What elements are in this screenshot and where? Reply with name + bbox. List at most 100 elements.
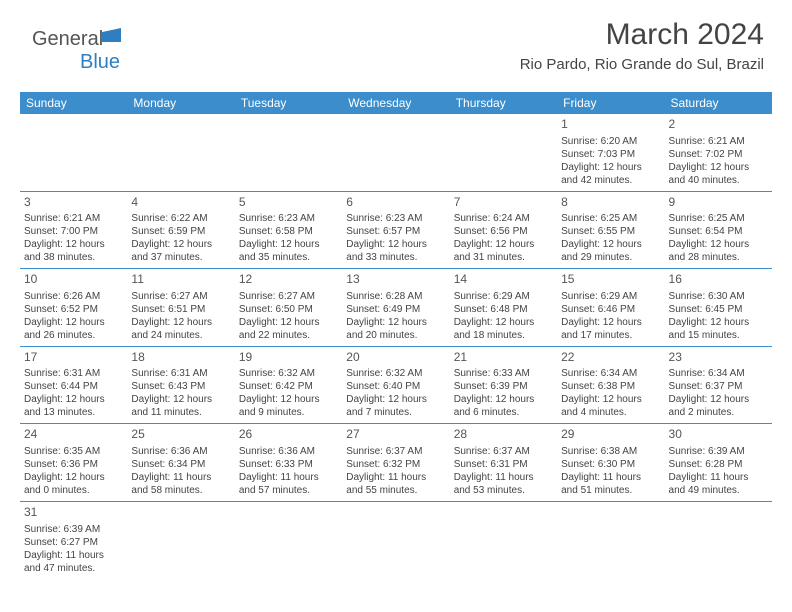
calendar-day: 17Sunrise: 6:31 AMSunset: 6:44 PMDayligh… [20,347,127,424]
daylight-text-2: and 49 minutes. [669,484,768,497]
sunset-text: Sunset: 6:55 PM [561,225,660,238]
sunset-text: Sunset: 6:46 PM [561,303,660,316]
daylight-text-1: Daylight: 12 hours [24,393,123,406]
day-number: 12 [239,272,338,288]
calendar-day: 19Sunrise: 6:32 AMSunset: 6:42 PMDayligh… [235,347,342,424]
daylight-text-1: Daylight: 12 hours [346,238,445,251]
daylight-text-2: and 35 minutes. [239,251,338,264]
daylight-text-2: and 42 minutes. [561,174,660,187]
daylight-text-1: Daylight: 12 hours [24,238,123,251]
day-number: 27 [346,427,445,443]
weekday-header: Monday [127,92,234,114]
calendar-day-empty [342,502,449,579]
daylight-text-1: Daylight: 12 hours [239,316,338,329]
day-number: 3 [24,195,123,211]
weekday-header: Tuesday [235,92,342,114]
day-number: 1 [561,117,660,133]
day-number: 14 [454,272,553,288]
calendar-day: 15Sunrise: 6:29 AMSunset: 6:46 PMDayligh… [557,269,664,346]
day-number: 5 [239,195,338,211]
calendar-day-empty [342,114,449,191]
calendar-day: 16Sunrise: 6:30 AMSunset: 6:45 PMDayligh… [665,269,772,346]
logo-flag-icon [101,28,121,42]
daylight-text-2: and 31 minutes. [454,251,553,264]
calendar-day-empty [665,502,772,579]
sunset-text: Sunset: 6:49 PM [346,303,445,316]
calendar-day: 21Sunrise: 6:33 AMSunset: 6:39 PMDayligh… [450,347,557,424]
daylight-text-1: Daylight: 12 hours [669,161,768,174]
logo-text-1: General [32,28,103,50]
sunset-text: Sunset: 6:27 PM [24,536,123,549]
page-title: March 2024 [520,18,764,52]
day-number: 24 [24,427,123,443]
sunset-text: Sunset: 6:38 PM [561,380,660,393]
sunrise-text: Sunrise: 6:32 AM [346,367,445,380]
daylight-text-1: Daylight: 11 hours [24,549,123,562]
sunrise-text: Sunrise: 6:33 AM [454,367,553,380]
sunset-text: Sunset: 6:32 PM [346,458,445,471]
day-number: 7 [454,195,553,211]
daylight-text-1: Daylight: 12 hours [561,393,660,406]
sunset-text: Sunset: 6:40 PM [346,380,445,393]
calendar-day: 20Sunrise: 6:32 AMSunset: 6:40 PMDayligh… [342,347,449,424]
daylight-text-2: and 47 minutes. [24,562,123,575]
calendar-day: 9Sunrise: 6:25 AMSunset: 6:54 PMDaylight… [665,192,772,269]
sunset-text: Sunset: 6:52 PM [24,303,123,316]
sunset-text: Sunset: 6:39 PM [454,380,553,393]
calendar-week: 1 Sunrise: 6:20 AMSunset: 7:03 PM Daylight… [20,114,772,192]
daylight-text-1: Daylight: 12 hours [561,238,660,251]
daylight-text-1: Daylight: 11 hours [669,471,768,484]
daylight-text-2: and 28 minutes. [669,251,768,264]
sunset-text: Sunset: 6:36 PM [24,458,123,471]
calendar-week: 24Sunrise: 6:35 AMSunset: 6:36 PMDayligh… [20,424,772,502]
daylight-text-1: Daylight: 12 hours [454,316,553,329]
calendar-day: 27Sunrise: 6:37 AMSunset: 6:32 PMDayligh… [342,424,449,501]
calendar-day: 3Sunrise: 6:21 AMSunset: 7:00 PMDaylight… [20,192,127,269]
day-number: 21 [454,350,553,366]
calendar-day: 25Sunrise: 6:36 AMSunset: 6:34 PMDayligh… [127,424,234,501]
sunrise-text: Sunrise: 6:29 AM [561,290,660,303]
daylight-text-2: and 0 minutes. [24,484,123,497]
sunset-text: Sunset: 7:03 PM [561,148,660,161]
sunset-text: Sunset: 6:30 PM [561,458,660,471]
sunset-text: Sunset: 6:54 PM [669,225,768,238]
sunrise-text: Sunrise: 6:23 AM [239,212,338,225]
sunrise-text: Sunrise: 6:37 AM [346,445,445,458]
calendar-day: 6Sunrise: 6:23 AMSunset: 6:57 PMDaylight… [342,192,449,269]
day-number: 6 [346,195,445,211]
day-number: 25 [131,427,230,443]
sunrise-text: Sunrise: 6:39 AM [669,445,768,458]
location-subtitle: Rio Pardo, Rio Grande do Sul, Brazil [520,56,764,73]
calendar-day: 1Sunrise: 6:20 AMSunset: 7:03 PMDaylight… [557,114,664,191]
calendar-day: 8Sunrise: 6:25 AMSunset: 6:55 PMDaylight… [557,192,664,269]
weekday-header: Saturday [665,92,772,114]
daylight-text-1: Daylight: 12 hours [454,393,553,406]
sunrise-text: Sunrise: 6:20 AM [561,135,660,148]
daylight-text-2: and 6 minutes. [454,406,553,419]
sunset-text: Sunset: 6:33 PM [239,458,338,471]
day-number: 31 [24,505,123,521]
day-number: 23 [669,350,768,366]
daylight-text-2: and 13 minutes. [24,406,123,419]
calendar-day: 4Sunrise: 6:22 AMSunset: 6:59 PMDaylight… [127,192,234,269]
calendar-day-empty [127,502,234,579]
sunrise-text: Sunrise: 6:23 AM [346,212,445,225]
day-number: 19 [239,350,338,366]
calendar-day: 14Sunrise: 6:29 AMSunset: 6:48 PMDayligh… [450,269,557,346]
sunset-text: Sunset: 7:00 PM [24,225,123,238]
sunrise-text: Sunrise: 6:29 AM [454,290,553,303]
daylight-text-2: and 7 minutes. [346,406,445,419]
daylight-text-2: and 57 minutes. [239,484,338,497]
calendar-day: 28Sunrise: 6:37 AMSunset: 6:31 PMDayligh… [450,424,557,501]
day-number: 9 [669,195,768,211]
weekday-header-row: SundayMondayTuesdayWednesdayThursdayFrid… [20,92,772,114]
daylight-text-1: Daylight: 12 hours [669,393,768,406]
day-number: 20 [346,350,445,366]
day-number: 30 [669,427,768,443]
sunset-text: Sunset: 7:02 PM [669,148,768,161]
daylight-text-2: and 15 minutes. [669,329,768,342]
daylight-text-2: and 18 minutes. [454,329,553,342]
sunset-text: Sunset: 6:43 PM [131,380,230,393]
calendar-day: 18Sunrise: 6:31 AMSunset: 6:43 PMDayligh… [127,347,234,424]
calendar-day: 11Sunrise: 6:27 AMSunset: 6:51 PMDayligh… [127,269,234,346]
